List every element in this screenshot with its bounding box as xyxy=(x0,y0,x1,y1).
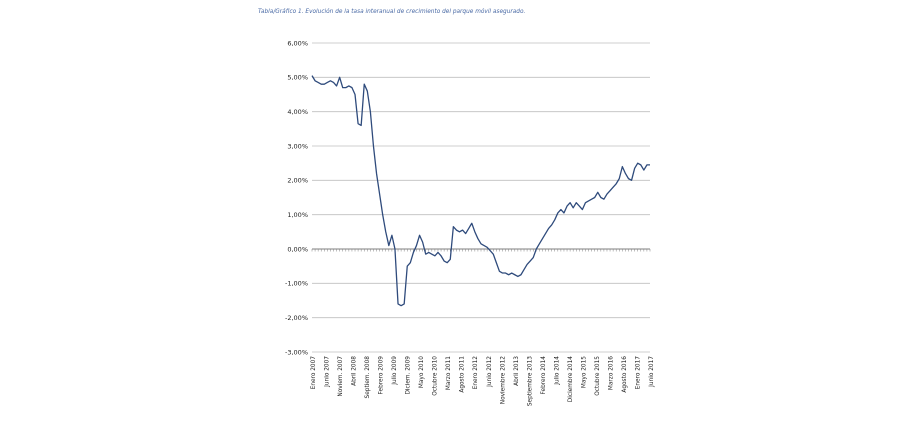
x-tick-label: Julio 2009 xyxy=(392,356,398,386)
gridlines xyxy=(312,42,650,353)
x-tick-label: Noviem. 2007 xyxy=(338,356,344,397)
x-tick-label: Mayo 2015 xyxy=(581,356,587,388)
x-tick-label: Febrero 2014 xyxy=(541,356,547,395)
y-tick-label: 1,00% xyxy=(287,211,308,219)
x-tick-label: Marzo 2011 xyxy=(446,356,452,390)
x-tick-label: Septiem. 2008 xyxy=(365,356,371,399)
y-tick-label: 2,00% xyxy=(287,177,308,185)
x-tick-label: Noviembre 2012 xyxy=(500,356,506,405)
y-tick-label: 5,00% xyxy=(287,74,308,82)
x-tick-label: Octubre 2015 xyxy=(595,356,601,396)
y-tick-label: -2,00% xyxy=(285,314,308,322)
series-line xyxy=(311,75,650,307)
chart-caption: Tabla/Gráfico 1. Evolución de la tasa in… xyxy=(258,9,526,15)
x-tick-label: Agosto 2016 xyxy=(622,356,628,393)
x-tick-label: Septiembre 2013 xyxy=(527,356,533,406)
x-tick-label: Abril 2008 xyxy=(352,356,358,386)
y-tick-label: 4,00% xyxy=(287,108,308,116)
x-tick-label: Marzo 2016 xyxy=(608,356,614,390)
x-tick-label: Julio 2014 xyxy=(554,356,560,386)
x-tick-label: Enero 2012 xyxy=(473,356,479,390)
x-tick-label: Abril 2013 xyxy=(514,356,520,386)
x-tick-label: Febrero 2009 xyxy=(379,356,385,395)
x-tick-label: Mayo 2010 xyxy=(419,356,425,388)
x-tick-label: Diciembre 2014 xyxy=(568,356,574,402)
x-tick-label: Junio 2012 xyxy=(487,356,493,388)
y-tick-label: -3,00% xyxy=(285,348,308,356)
x-axis-tick-labels: Enero 2007 Junio 2007 Noviem. 2007 Abril 20… xyxy=(311,356,655,406)
x-tick-label: Enero 2007 xyxy=(311,356,317,390)
y-tick-label: 6,00% xyxy=(287,39,308,47)
x-tick-label: Enero 2017 xyxy=(635,356,641,390)
x-tick-label: Junio 2007 xyxy=(325,356,331,388)
x-tick-label: Diciem. 2009 xyxy=(406,356,412,395)
x-tick-label: Junio 2017 xyxy=(649,356,655,388)
x-tick-label: Octubre 2010 xyxy=(433,356,439,396)
y-tick-label: -1,00% xyxy=(285,280,308,288)
series-layer xyxy=(311,75,650,307)
y-axis-tick-labels: 6,00% 5,00% 4,00% 3,00% 2,00% 1,00% 0,00% -1,00… xyxy=(285,39,308,356)
x-axis xyxy=(311,248,651,252)
x-tick-label: Agosto 2011 xyxy=(460,356,466,393)
y-tick-label: 3,00% xyxy=(287,142,308,150)
y-tick-label: 0,00% xyxy=(287,245,308,253)
